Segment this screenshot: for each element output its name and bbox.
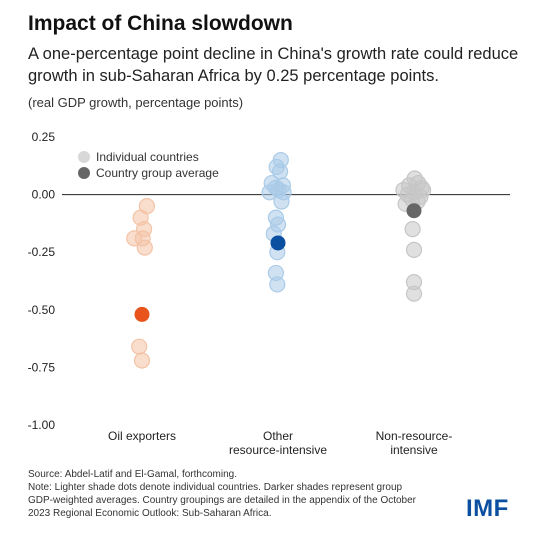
unit-label: (real GDP growth, percentage points) [28,95,244,110]
legend-marker [78,167,90,179]
source-note: Source: Abdel-Latif and El-Gamal, forthc… [28,469,237,480]
explanatory-note: Note: Lighter shade dots denote individu… [28,482,417,519]
legend-marker [78,151,90,163]
y-tick-label: -0.25 [28,245,56,259]
chart-subtitle: A one-percentage point decline in China'… [28,45,519,85]
legend: Individual countries Country group averag… [78,150,219,180]
legend-label: Country group average [96,166,219,180]
country-dot [405,241,423,258]
country-dot [269,276,286,293]
x-category-label: Other resource-intensive [229,429,327,457]
group-average-dot [134,306,150,322]
y-tick-label: -0.50 [28,303,56,317]
y-tick-label: 0.00 [32,188,56,202]
group-average-dot [406,203,422,219]
imf-logo: IMF [466,495,509,522]
y-tick-label: -0.75 [28,360,56,374]
legend-label: Individual countries [96,150,199,164]
chart-title: Impact of China slowdown [28,12,293,35]
country-dot [405,285,423,302]
country-dot [131,338,148,355]
group-average-dot [270,235,286,251]
x-category-label: Oil exporters [108,429,176,443]
x-category-label: Non-resource-intensive [376,429,453,457]
country-dot [404,221,421,238]
country-dot [133,352,151,369]
y-tick-label: -1.00 [28,418,56,432]
country-dot [273,193,290,210]
country-dot [136,239,153,256]
footnote: Source: Abdel-Latif and El-Gamal, forthc… [28,468,428,520]
y-tick-label: 0.25 [32,130,56,144]
